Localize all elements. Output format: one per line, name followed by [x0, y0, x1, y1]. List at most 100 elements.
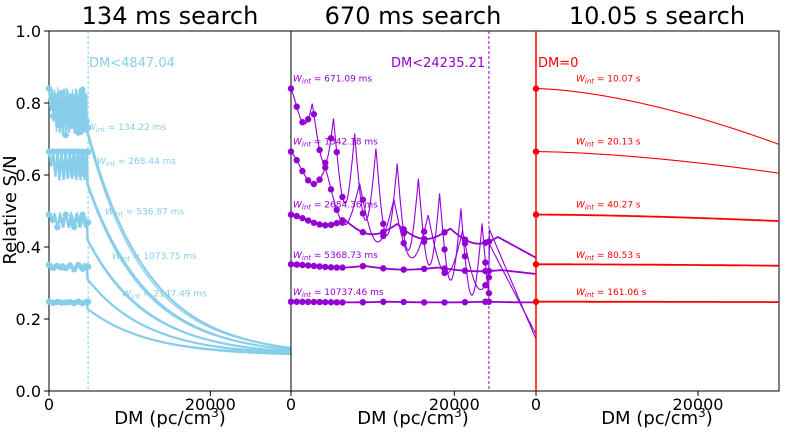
data-point	[49, 215, 57, 223]
x-tick-label: 0	[286, 395, 296, 414]
data-point	[316, 176, 323, 183]
dm-cut-label: DM<4847.04	[89, 56, 175, 71]
series-label: Wint = 5368.73 ms	[293, 251, 378, 262]
data-point	[339, 264, 346, 271]
data-point	[359, 196, 367, 203]
panel-title: 10.05 s search	[569, 2, 745, 30]
panel-670ms: 670 ms search DM<24235.21 0 20000 Wint = 6…	[286, 2, 537, 429]
series-line	[48, 211, 292, 353]
series-line	[48, 263, 292, 355]
data-point	[359, 262, 367, 270]
data-point	[485, 274, 493, 281]
data-point	[461, 298, 469, 306]
data-point	[327, 186, 335, 193]
data-point	[84, 219, 92, 226]
data-point	[304, 116, 312, 123]
data-point	[380, 228, 387, 236]
data-point	[359, 210, 367, 217]
x-axis-label: DM (pc/cm3)	[357, 406, 469, 429]
data-point	[322, 263, 329, 271]
data-point	[461, 253, 469, 260]
data-point	[287, 148, 295, 155]
data-point	[532, 211, 540, 218]
series-label: Wint = 20.13 s	[576, 137, 641, 148]
x-tick-label: 0	[44, 395, 54, 414]
series-label: Wint = 268.44 ms	[97, 157, 176, 168]
data-point	[84, 263, 92, 270]
data-point	[339, 193, 346, 201]
data-point	[62, 211, 69, 218]
dm-cut-label: DM<24235.21	[391, 56, 485, 71]
plot-area: 0 20000 Wint = 134.22 ms Wint = 268.44 ms Wi…	[44, 30, 292, 414]
series-line	[48, 211, 291, 352]
data-point	[58, 90, 65, 97]
y-tick-label: 0.6	[16, 166, 41, 185]
data-point	[79, 86, 86, 94]
series-label: Wint = 671.09 ms	[293, 74, 372, 85]
data-point	[532, 261, 540, 268]
data-point	[70, 266, 78, 273]
data-point	[84, 298, 92, 306]
data-point	[310, 262, 318, 270]
y-axis-ticks: 0.0 0.2 0.4 0.6 0.8 1.0	[16, 22, 49, 401]
series-label: Wint = 80.53 s	[576, 251, 641, 262]
series-label: Wint = 40.27 s	[576, 200, 641, 211]
data-point	[322, 222, 329, 229]
data-point	[287, 211, 295, 218]
series-line	[49, 299, 291, 354]
data-point	[441, 269, 448, 277]
series-label: Wint = 10.07 s	[576, 74, 641, 85]
series-label: Wint = 536.87 ms	[105, 208, 184, 219]
x-axis-label: DM (pc/cm3)	[601, 406, 713, 429]
data-point	[293, 298, 300, 305]
data-point	[316, 221, 323, 228]
data-point	[420, 265, 428, 273]
data-point	[485, 267, 493, 275]
series-line	[48, 262, 291, 353]
data-point	[304, 217, 312, 224]
x-tick-label: 0	[531, 395, 541, 414]
data-point	[441, 229, 448, 236]
data-point	[327, 264, 335, 271]
data-point	[322, 164, 329, 171]
series-line	[48, 87, 292, 349]
data-point	[400, 266, 407, 273]
data-point	[45, 211, 53, 218]
data-point	[380, 265, 387, 272]
data-point	[380, 298, 387, 306]
data-point	[299, 214, 306, 222]
data-point	[327, 135, 335, 142]
data-point	[461, 267, 469, 274]
series-line	[48, 150, 292, 350]
data-point	[316, 146, 323, 154]
data-point	[66, 96, 74, 103]
data-point	[54, 110, 61, 118]
panel-134ms: 134 ms search DM<4847.04 0 20000 Wint = 13…	[44, 2, 292, 429]
series-label: Wint = 161.06 s	[576, 288, 647, 299]
data-point	[62, 131, 69, 139]
data-point	[304, 298, 312, 306]
y-tick-label: 0.2	[16, 310, 41, 329]
y-tick-label: 0.8	[16, 94, 41, 113]
series-label: Wint = 134.22 ms	[87, 123, 166, 134]
data-point	[441, 246, 448, 253]
data-point	[316, 263, 323, 270]
data-point	[287, 85, 295, 92]
data-point	[293, 212, 300, 220]
data-point	[333, 219, 340, 227]
series-line	[536, 151, 780, 174]
data-point	[322, 159, 329, 166]
series-line	[536, 88, 780, 145]
series-line	[536, 213, 780, 222]
panel-10s: 10.05 s search DM=0 0 20000 Wint = 10.07 s…	[531, 2, 780, 429]
x-tick-label: 20000	[429, 395, 480, 414]
data-point	[380, 220, 387, 228]
data-point	[482, 259, 489, 266]
data-point	[400, 298, 407, 306]
y-tick-label: 1.0	[16, 22, 41, 41]
data-point	[79, 211, 86, 219]
series-line	[290, 151, 537, 335]
data-point	[84, 124, 92, 132]
data-point	[304, 177, 312, 184]
data-point	[75, 129, 82, 136]
